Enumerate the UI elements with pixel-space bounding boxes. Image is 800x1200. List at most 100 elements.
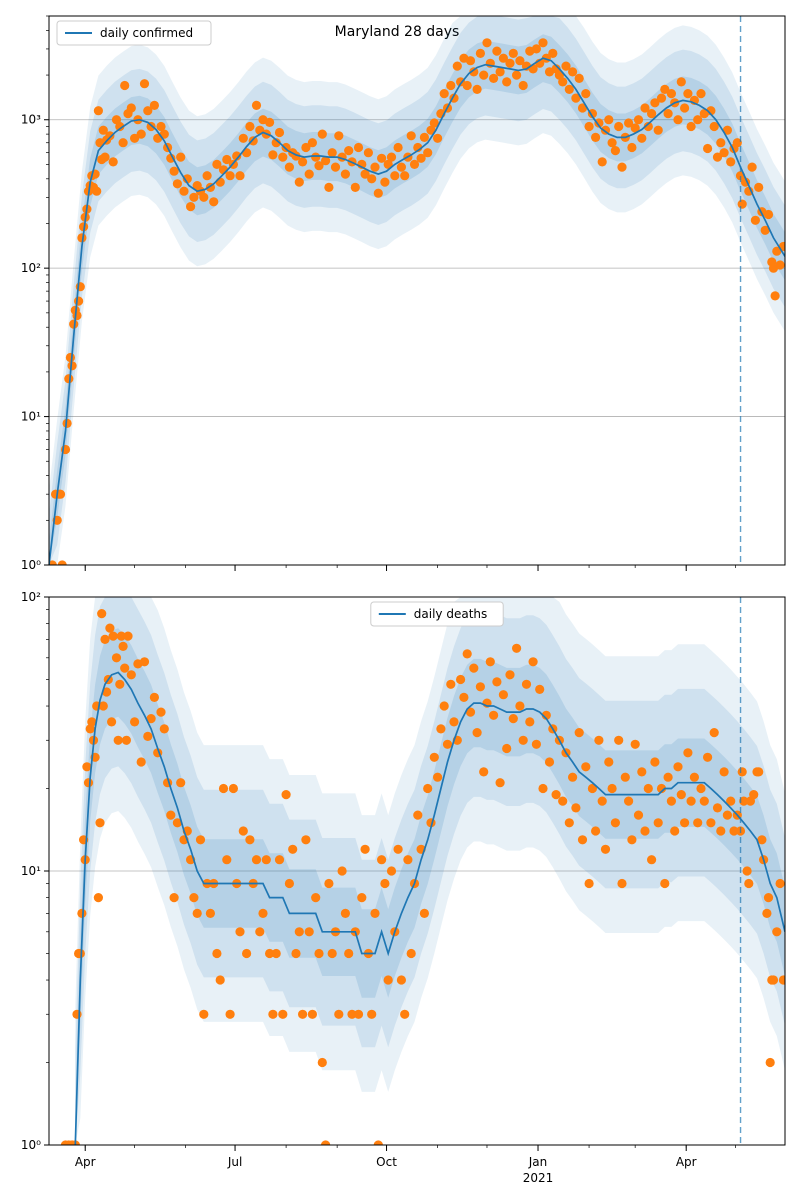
confirmed-legend: daily confirmed <box>56 20 212 46</box>
data-point <box>400 171 410 181</box>
data-point <box>120 663 130 673</box>
data-point <box>544 757 555 767</box>
data-point <box>238 826 248 836</box>
data-point <box>597 157 607 167</box>
deaths-x-ticks: Apr Jul Oct Jan 2021 Apr <box>75 1145 736 1185</box>
data-point <box>373 1140 383 1145</box>
data-point <box>107 717 117 727</box>
data-point <box>525 717 535 727</box>
data-point <box>558 796 568 806</box>
data-point <box>113 735 123 745</box>
data-point <box>607 783 617 794</box>
data-point <box>716 138 726 148</box>
data-point <box>689 772 700 782</box>
data-point <box>462 649 472 659</box>
data-point <box>182 174 192 184</box>
data-point <box>627 142 637 153</box>
data-point <box>291 948 301 959</box>
data-point <box>274 127 285 138</box>
data-point <box>416 153 426 163</box>
data-point <box>172 179 182 189</box>
data-point <box>340 169 350 179</box>
data-point <box>581 762 591 772</box>
data-point <box>156 121 166 132</box>
data-point <box>373 188 383 198</box>
data-point <box>121 735 131 745</box>
data-point <box>508 48 518 59</box>
data-point <box>495 67 505 77</box>
data-point <box>472 728 482 738</box>
data-point <box>742 866 752 876</box>
data-point <box>452 61 462 71</box>
data-point <box>719 148 729 158</box>
data-point <box>301 835 311 845</box>
data-point <box>93 106 103 116</box>
data-point <box>505 58 515 68</box>
data-point <box>492 677 502 687</box>
data-point <box>225 171 235 181</box>
x-tick-sublabel: 2021 <box>523 1171 554 1185</box>
data-point <box>775 260 785 270</box>
data-point <box>334 131 344 141</box>
data-point <box>768 975 779 985</box>
data-point <box>709 121 719 132</box>
data-point <box>722 810 733 820</box>
data-point <box>95 818 105 828</box>
data-point <box>281 142 291 153</box>
data-point <box>538 38 548 48</box>
data-point <box>763 209 774 220</box>
data-point <box>248 136 258 146</box>
data-point <box>489 710 499 720</box>
data-point <box>357 893 367 903</box>
data-point <box>620 772 630 782</box>
x-tick-label: Apr <box>676 1155 697 1169</box>
confirmed-x-ticks <box>84 565 736 571</box>
data-point <box>482 38 492 48</box>
data-point <box>475 682 485 692</box>
data-point <box>202 171 212 181</box>
uncertainty-band <box>75 628 785 1145</box>
data-point <box>591 132 601 142</box>
data-point <box>469 663 479 673</box>
data-point <box>143 731 153 742</box>
data-point <box>274 855 285 865</box>
data-point <box>136 129 146 139</box>
y-tick-label: 10⁰ <box>21 1138 41 1152</box>
data-point <box>647 109 657 119</box>
data-point <box>747 162 757 172</box>
data-point <box>541 710 551 720</box>
data-point <box>584 878 594 889</box>
data-point <box>775 878 785 889</box>
data-point <box>235 171 245 181</box>
data-point <box>258 908 268 919</box>
data-point <box>518 735 528 745</box>
data-point <box>321 156 331 166</box>
data-point <box>166 153 176 163</box>
data-point <box>561 61 571 71</box>
data-point <box>459 692 469 703</box>
data-point <box>195 835 206 845</box>
data-point <box>502 743 512 754</box>
data-point <box>284 162 294 172</box>
data-point <box>370 162 380 172</box>
data-point <box>396 975 406 985</box>
data-point <box>82 762 92 772</box>
data-point <box>242 948 252 959</box>
data-point <box>176 152 186 162</box>
deaths-legend: daily deaths <box>370 601 504 627</box>
data-point <box>568 772 578 782</box>
figure-title: Maryland 28 days <box>335 24 460 40</box>
data-point <box>245 835 255 845</box>
data-point <box>763 893 774 903</box>
data-point <box>317 1057 327 1068</box>
deaths-line <box>74 671 785 1145</box>
data-point <box>419 132 429 142</box>
data-point <box>719 767 729 777</box>
data-point <box>446 80 456 91</box>
data-point <box>123 631 133 641</box>
data-point <box>390 171 400 181</box>
data-point <box>656 783 667 794</box>
data-point <box>265 948 275 959</box>
deaths-uncertainty-bands <box>75 597 785 1145</box>
data-point <box>587 783 598 794</box>
